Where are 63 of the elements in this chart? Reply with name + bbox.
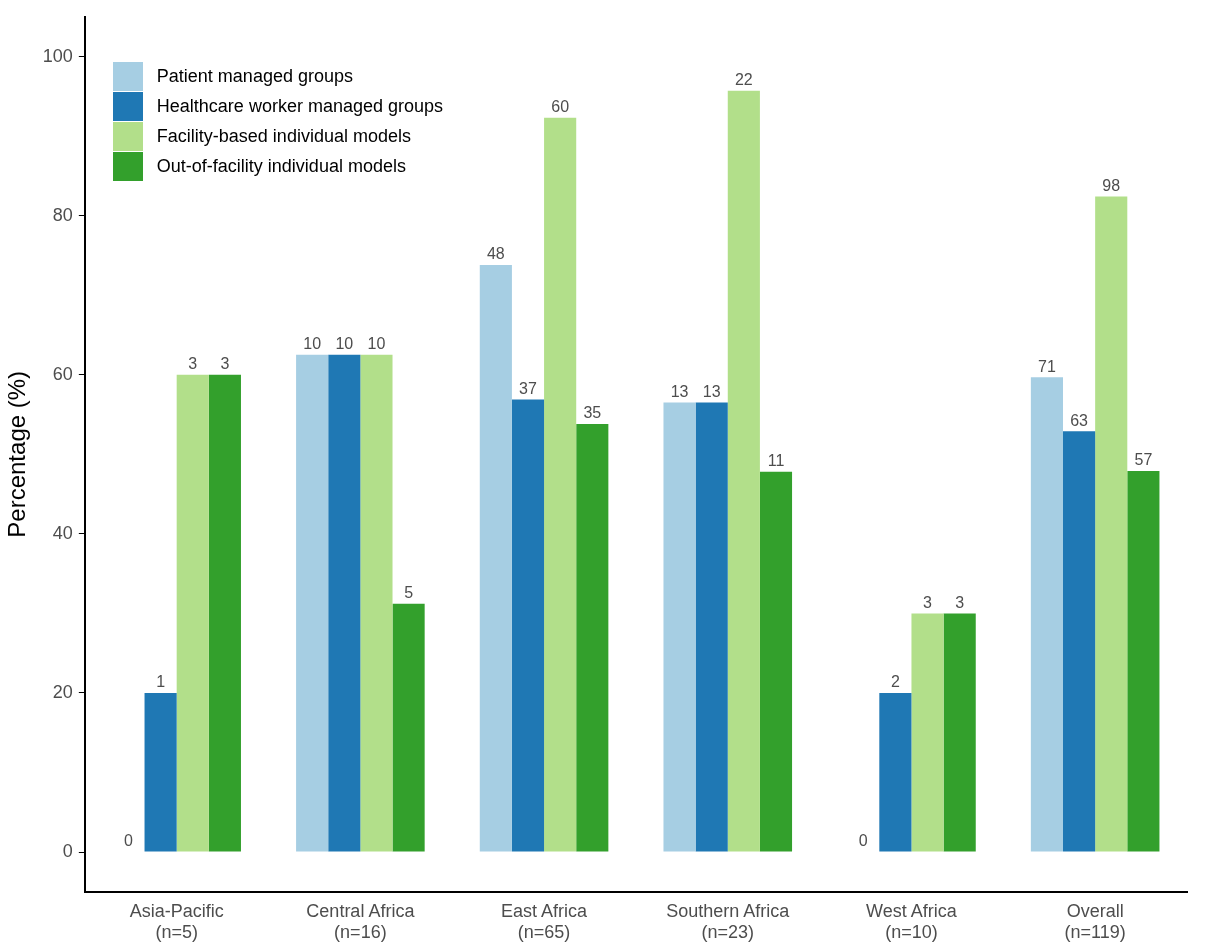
annotation: 3 xyxy=(220,355,230,373)
x-tick-label: East Africa (n=65) xyxy=(501,900,589,943)
annotation: 1 xyxy=(156,673,166,691)
annotation: 0 xyxy=(858,832,868,850)
annotation: 3 xyxy=(955,593,965,611)
bar xyxy=(1095,196,1128,852)
bar xyxy=(759,471,793,852)
annotation: 13 xyxy=(670,383,689,400)
annotation: 10 xyxy=(367,335,386,353)
bar xyxy=(296,354,329,852)
bar xyxy=(943,613,976,852)
bar xyxy=(879,692,912,852)
annotation: 13 xyxy=(702,383,721,400)
annotation: 98 xyxy=(1102,176,1121,194)
bar xyxy=(479,264,512,852)
bar xyxy=(911,613,944,852)
x-tick-label: Central Africa (n=16) xyxy=(306,900,416,943)
y-tick-label: 80 xyxy=(52,204,73,225)
y-axis-title: Percentage (%) xyxy=(3,370,31,538)
x-tick-label: West Africa (n=10) xyxy=(866,900,958,943)
bar xyxy=(176,374,209,852)
bar xyxy=(392,603,425,852)
y-tick-label: 0 xyxy=(62,841,73,861)
bar xyxy=(511,399,545,852)
annotation: 48 xyxy=(486,245,505,263)
bar xyxy=(544,117,577,852)
annotation: 22 xyxy=(734,71,753,89)
bar xyxy=(360,354,393,852)
bar xyxy=(1030,377,1064,852)
bar xyxy=(1063,431,1096,852)
y-tick-label: 40 xyxy=(52,522,73,543)
annotation: 2 xyxy=(890,673,900,691)
annotation: 11 xyxy=(767,452,785,470)
bar xyxy=(576,424,609,852)
bar xyxy=(1127,471,1160,852)
annotation: 57 xyxy=(1134,451,1153,469)
annotation: 63 xyxy=(1070,411,1089,429)
annotation: 35 xyxy=(583,404,602,422)
x-tick-label: Asia-Pacific (n=5) xyxy=(129,900,224,943)
annotation: 60 xyxy=(551,98,570,116)
bar xyxy=(328,354,361,852)
annotation: 10 xyxy=(303,335,322,353)
annotation: 3 xyxy=(923,593,933,611)
annotation: 10 xyxy=(335,335,354,353)
x-tick-label: Overall (n=119) xyxy=(1064,900,1126,943)
y-tick-label: 20 xyxy=(52,681,73,702)
annotation: 71 xyxy=(1038,357,1056,375)
legend-label: Patient managed groups xyxy=(156,66,353,88)
annotation: 3 xyxy=(188,355,198,373)
annotation: 0 xyxy=(124,832,134,850)
legend-label: Out-of-facility individual models xyxy=(156,156,406,178)
bar xyxy=(727,90,760,852)
y-tick-label: 60 xyxy=(52,363,73,384)
annotation: 5 xyxy=(404,584,414,602)
annotation: 37 xyxy=(519,379,537,397)
y-tick-label: 100 xyxy=(42,45,73,66)
bar xyxy=(663,402,696,852)
x-tick-label: Southern Africa (n=23) xyxy=(666,900,791,943)
bar xyxy=(208,374,241,852)
legend-label: Healthcare worker managed groups xyxy=(156,96,443,118)
bar xyxy=(144,692,177,852)
bar xyxy=(695,402,728,852)
legend-label: Facility-based individual models xyxy=(156,126,411,148)
